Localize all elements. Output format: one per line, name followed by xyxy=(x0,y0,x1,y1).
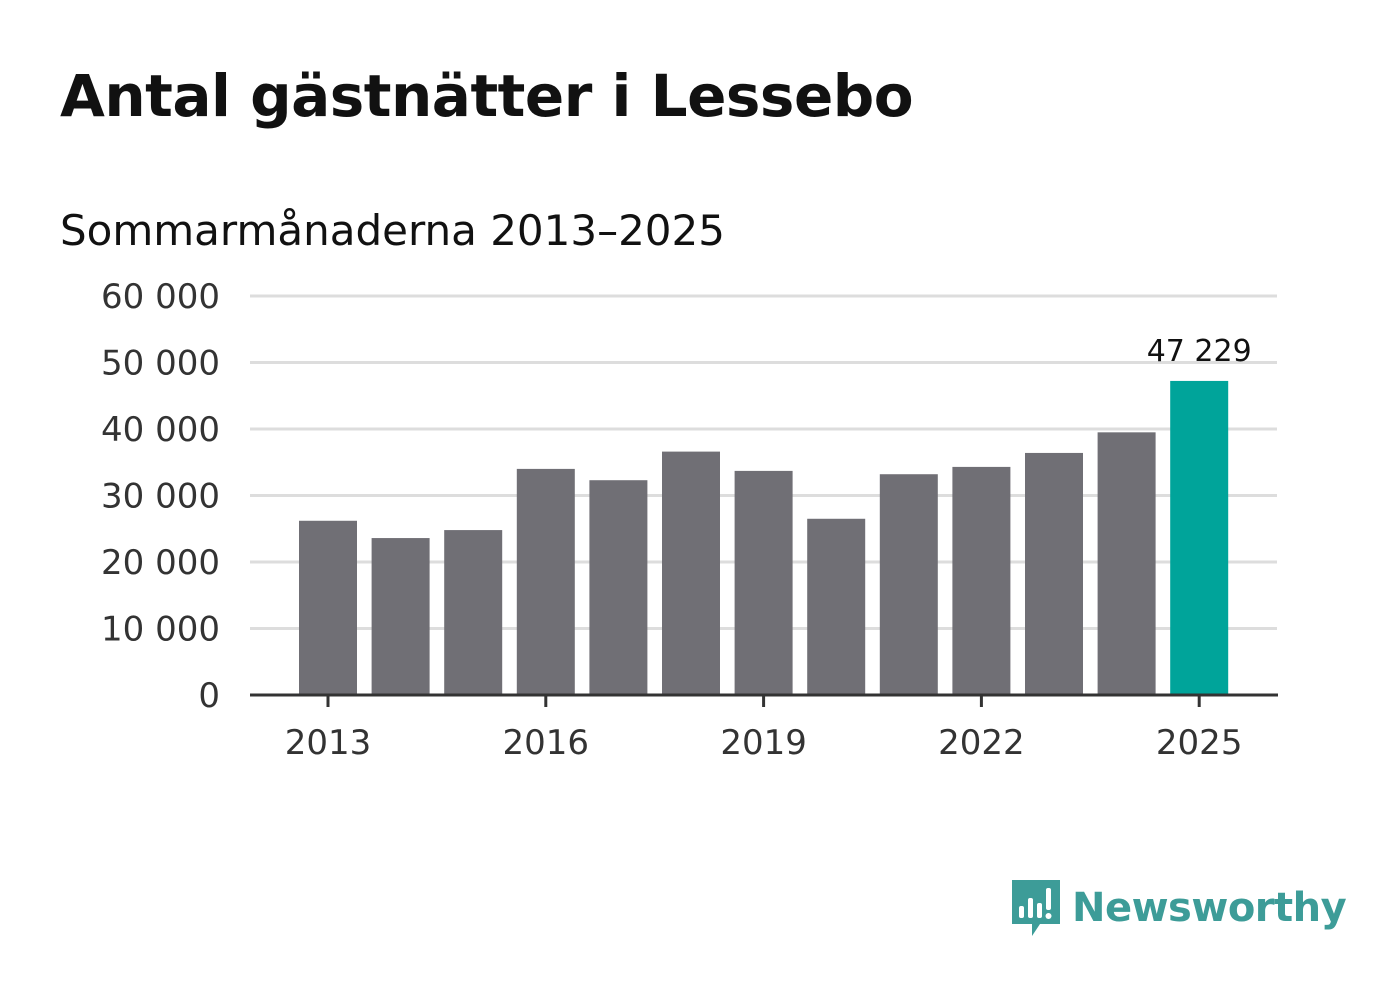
bar xyxy=(589,480,648,695)
y-tick-label: 50 000 xyxy=(101,344,220,384)
y-tick-label: 60 000 xyxy=(101,277,220,317)
bar xyxy=(879,474,938,695)
bar xyxy=(662,451,720,695)
y-tick-labels: 0 10 000 20 000 30 000 40 000 50 000 60 000 xyxy=(101,277,220,716)
bar-highlight xyxy=(1170,380,1229,695)
data-labels: 47 229 xyxy=(1147,334,1252,369)
x-tick-label: 2013 xyxy=(285,723,372,763)
bar xyxy=(734,470,793,695)
bar xyxy=(516,468,575,695)
newsworthy-logo: Newsworthy xyxy=(1010,878,1347,938)
bar xyxy=(952,466,1011,695)
bar xyxy=(1097,432,1156,695)
x-tick-labels: 2013 2016 2019 2022 2025 xyxy=(285,723,1243,763)
bar xyxy=(371,538,430,695)
y-tick-label: 40 000 xyxy=(101,410,220,450)
bars xyxy=(299,380,1229,695)
bar xyxy=(299,520,357,695)
x-tick-label: 2025 xyxy=(1156,723,1243,763)
y-tick-label: 20 000 xyxy=(101,543,220,583)
x-axis xyxy=(250,693,1278,707)
newsworthy-logo-icon xyxy=(1012,880,1060,936)
y-tick-label: 0 xyxy=(198,676,220,716)
bar xyxy=(1025,452,1083,695)
logo-text: Newsworthy xyxy=(1072,885,1347,931)
y-tick-label: 10 000 xyxy=(101,610,220,650)
data-label: 47 229 xyxy=(1147,334,1252,369)
chart-subtitle: Sommarmånaderna 2013–2025 xyxy=(60,206,725,255)
x-tick-label: 2019 xyxy=(720,723,807,763)
x-tick-label: 2016 xyxy=(503,723,590,763)
chart-title: Antal gästnätter i Lessebo xyxy=(60,62,914,130)
y-tick-label: 30 000 xyxy=(101,477,220,517)
bar xyxy=(807,518,866,695)
bar xyxy=(444,530,503,695)
x-tick-label: 2022 xyxy=(938,723,1025,763)
